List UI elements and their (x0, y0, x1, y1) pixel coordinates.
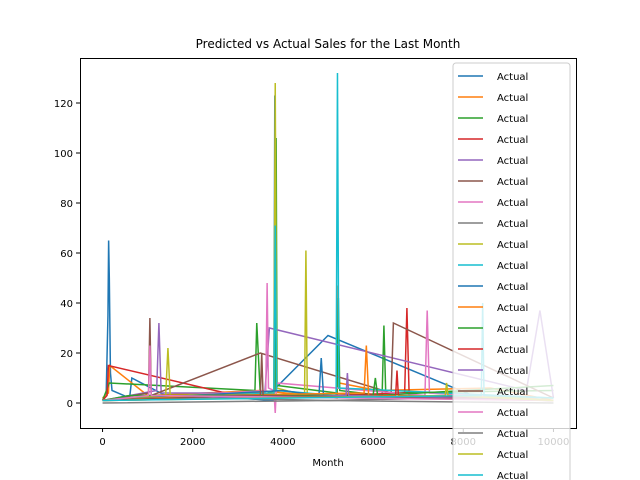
legend-entry-label: Actual (497, 345, 528, 356)
legend-entry-label: Actual (497, 135, 528, 146)
y-tick-label: 60 (60, 249, 73, 260)
legend-entry-label: Actual (497, 429, 528, 440)
series-layer (101, 72, 555, 414)
legend-entry-label: Actual (497, 387, 528, 398)
y-tick-label: 40 (60, 299, 73, 310)
x-tick-label: 4000 (270, 437, 295, 448)
legend-entry-label: Actual (497, 219, 528, 230)
legend: Actual Actual Actual Actual Actual Actual Actu… (452, 62, 571, 480)
legend-entry-label: Actual (497, 72, 528, 83)
y-tick-label: 80 (60, 199, 73, 210)
y-tick-label: 120 (54, 99, 73, 110)
series-line-7 (102, 282, 554, 414)
series-line-9 (102, 82, 554, 402)
legend-entry-label: Actual (497, 114, 528, 125)
legend-entry-label: Actual (497, 240, 528, 251)
x-axis-label: Month (312, 458, 343, 469)
legend-entry-label: Actual (497, 93, 528, 104)
legend-entry-label: Actual (497, 471, 528, 480)
legend-entry-label: Actual (497, 324, 528, 335)
legend-entry-label: Actual (497, 261, 528, 272)
y-tick-label: 20 (60, 349, 73, 360)
legend-entry-label: Actual (497, 156, 528, 167)
legend-entry-label: Actual (497, 366, 528, 377)
legend-entry-label: Actual (497, 177, 528, 188)
chart-title: Predicted vs Actual Sales for the Last M… (196, 37, 461, 51)
legend-entry-label: Actual (497, 408, 528, 419)
legend-entry-label: Actual (497, 450, 528, 461)
y-tick-label: 100 (54, 149, 73, 160)
series-line-13 (102, 377, 554, 402)
legend-entry-label: Actual (497, 198, 528, 209)
series-line-1 (101, 95, 554, 402)
x-tick-label: 0 (99, 437, 105, 448)
x-tick-label: 6000 (360, 437, 385, 448)
legend-entry-label: Actual (497, 303, 528, 314)
y-tick-label: 0 (67, 399, 73, 410)
legend-entry-label: Actual (497, 282, 528, 293)
plot-frame (80, 58, 577, 429)
y-axis: 0 20 40 60 80 100 120 (54, 99, 80, 410)
x-tick-label: 2000 (180, 437, 205, 448)
legend-box (452, 62, 571, 480)
